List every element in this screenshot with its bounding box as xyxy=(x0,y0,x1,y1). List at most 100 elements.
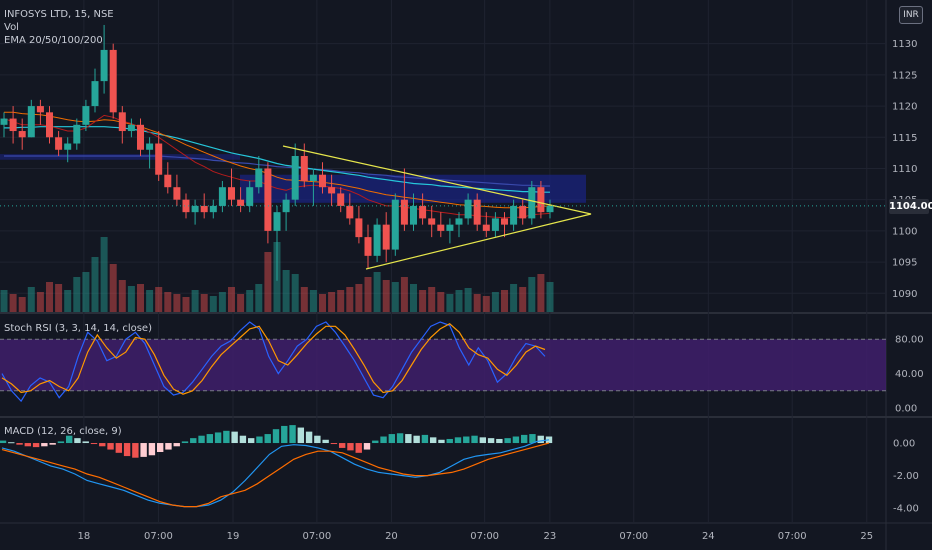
macd-histogram-bar xyxy=(272,429,280,444)
volume-bar xyxy=(491,292,499,312)
macd-histogram-bar xyxy=(380,436,387,444)
volume-bar xyxy=(282,270,290,312)
candle-body xyxy=(546,205,554,213)
currency-badge[interactable]: INR xyxy=(899,6,923,24)
volume-bar xyxy=(218,292,226,312)
macd-histogram-bar xyxy=(297,427,305,444)
price-tick-label: 1130 xyxy=(892,39,917,50)
last-price-tag: 1104.00 xyxy=(889,199,932,214)
volume-bar xyxy=(118,280,126,312)
time-tick-label: 18 xyxy=(78,531,91,542)
macd-histogram-bar xyxy=(446,438,453,444)
volume-bar xyxy=(528,277,536,312)
ema200-band xyxy=(0,154,240,160)
macd-histogram-bar xyxy=(463,436,470,444)
volume-bar xyxy=(291,274,299,312)
macd-histogram-bar xyxy=(223,430,230,444)
macd-histogram-bar xyxy=(107,443,114,450)
macd-tick-label: -4.00 xyxy=(893,504,919,515)
volume-bar xyxy=(546,282,554,312)
candle-body xyxy=(364,237,372,256)
candle-body xyxy=(237,199,245,206)
volume-bar xyxy=(464,288,472,312)
time-tick-label: 07:00 xyxy=(619,531,648,542)
candle-body xyxy=(155,143,163,175)
volume-bar xyxy=(182,297,190,312)
time-tick-label: 07:00 xyxy=(470,531,499,542)
volume-bar xyxy=(501,290,508,312)
signal-line xyxy=(1,442,550,508)
macd-histogram-bar xyxy=(388,434,396,444)
candle-body xyxy=(491,218,499,231)
macd-histogram-bar xyxy=(504,438,511,444)
candle-body xyxy=(73,124,81,144)
candle-body xyxy=(410,205,417,225)
candle-body xyxy=(455,218,463,225)
macd-histogram-bar xyxy=(0,440,7,444)
macd-histogram-bar xyxy=(314,435,321,444)
volume-bar xyxy=(200,294,208,312)
macd-histogram-bar xyxy=(537,435,544,444)
candle-body xyxy=(382,224,390,250)
macd-histogram-bar xyxy=(520,434,528,444)
candle-body xyxy=(328,187,336,194)
macd-histogram-bar xyxy=(132,443,139,458)
candle-body xyxy=(27,106,35,138)
volume-bar xyxy=(373,272,381,312)
macd-histogram-bar xyxy=(247,438,255,444)
volume-bar xyxy=(18,297,26,312)
macd-histogram-bar xyxy=(140,443,147,457)
candle-body xyxy=(391,199,399,250)
stoch-tick-label: 40.00 xyxy=(895,369,924,380)
candle-body xyxy=(373,224,381,256)
candle-body xyxy=(200,205,208,213)
candle-body xyxy=(282,199,290,213)
macd-histogram-bar xyxy=(496,438,503,444)
volume-bar xyxy=(137,284,144,312)
volume-bar xyxy=(73,277,81,312)
candle-body xyxy=(0,118,8,125)
volume-bar xyxy=(428,287,436,312)
macd-histogram-bar xyxy=(281,425,288,444)
macd-histogram-bar xyxy=(181,441,189,444)
macd-histogram-bar xyxy=(190,438,197,444)
time-tick-label: 20 xyxy=(385,531,398,542)
macd-histogram-bar xyxy=(372,440,379,444)
macd-histogram-bar xyxy=(396,433,404,444)
volume-bar xyxy=(391,282,399,312)
candle-body xyxy=(173,187,181,200)
volume-bar xyxy=(146,290,154,312)
macd-histogram-bar xyxy=(82,441,89,444)
macd-histogram-bar xyxy=(413,435,420,444)
candle-body xyxy=(291,156,299,200)
volume-bar xyxy=(519,287,527,312)
volume-bar xyxy=(173,294,181,312)
candle-body xyxy=(109,49,117,113)
candle-body xyxy=(319,174,326,188)
macd-histogram-bar xyxy=(16,443,23,445)
volume-bar xyxy=(109,264,117,312)
volume-bar xyxy=(410,284,417,312)
macd-histogram-bar xyxy=(363,443,371,450)
volume-bar xyxy=(300,287,308,312)
volume-bar xyxy=(36,292,44,312)
candle-body xyxy=(519,205,527,219)
macd-histogram-bar xyxy=(198,435,205,444)
candle-body xyxy=(473,199,481,225)
volume-bar xyxy=(537,274,545,312)
volume-bar xyxy=(319,294,326,312)
candle-body xyxy=(164,174,172,188)
volume-bar xyxy=(364,277,372,312)
candle-body xyxy=(255,168,263,188)
volume-bar xyxy=(255,284,263,312)
volume-bar xyxy=(264,252,272,312)
candle-body xyxy=(428,218,436,225)
price-tick-label: 1090 xyxy=(892,289,917,300)
volume-bar xyxy=(246,290,254,312)
time-tick-label: 25 xyxy=(860,531,873,542)
macd-histogram-bar xyxy=(512,436,520,444)
candle-body xyxy=(218,187,226,206)
macd-tick-label: 0.00 xyxy=(893,439,915,450)
candle-body xyxy=(446,224,454,231)
